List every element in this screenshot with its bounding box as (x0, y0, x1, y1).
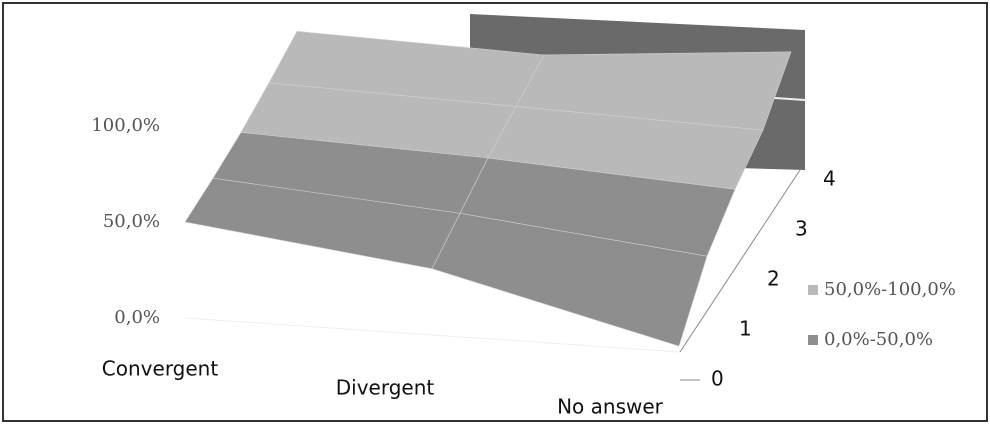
legend-label: 0,0%-50,0% (824, 329, 933, 350)
surface-patch (431, 213, 708, 347)
legend-label: 50,0%-100,0% (824, 279, 956, 300)
z-tick-label: 100,0% (91, 115, 160, 136)
legend-swatch (808, 285, 818, 295)
depth-tick-label: 4 (823, 167, 836, 191)
x-tick-label: No answer (557, 395, 664, 419)
depth-tick-label: 0 (711, 367, 724, 391)
z-tick-label: 0,0% (114, 307, 160, 328)
depth-tick-label: 1 (739, 317, 752, 341)
x-tick-label: Convergent (102, 357, 219, 381)
depth-tick-label: 2 (767, 267, 780, 291)
x-tick-label: Divergent (336, 376, 435, 400)
z-tick-label: 50,0% (103, 211, 160, 232)
floor-edge (184, 317, 681, 353)
depth-axis (679, 169, 801, 353)
legend-swatch (808, 335, 818, 345)
depth-tick-label: 3 (795, 217, 808, 241)
